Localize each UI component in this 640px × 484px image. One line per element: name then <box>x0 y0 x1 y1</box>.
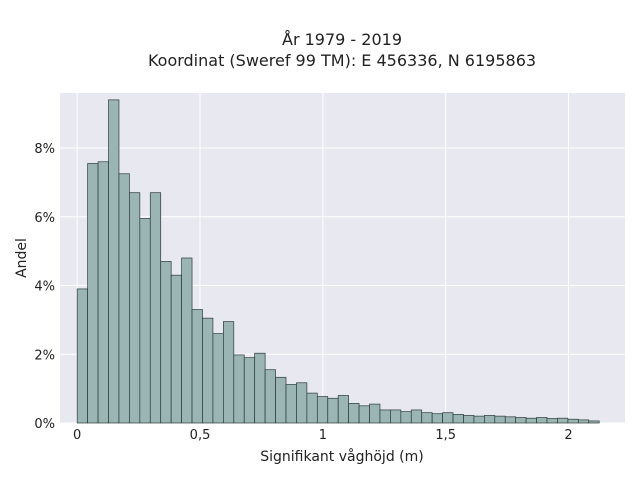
histogram-bar <box>431 413 443 424</box>
histogram-bar <box>515 417 527 424</box>
histogram-bar <box>212 333 224 424</box>
histogram-bar <box>452 414 464 424</box>
histogram-bar <box>484 415 496 424</box>
x-axis-label: Signifikant våghöjd (m) <box>260 448 423 465</box>
histogram-bar <box>181 257 193 424</box>
histogram-bar <box>588 420 600 424</box>
histogram-bar <box>369 403 381 424</box>
histogram-bar <box>275 376 287 424</box>
histogram-bar <box>316 396 329 424</box>
histogram-bar <box>254 352 266 424</box>
histogram-bar <box>473 415 485 424</box>
histogram-bar <box>577 419 590 424</box>
histogram-bar <box>97 161 109 424</box>
x-tick-label: 1 <box>319 428 327 443</box>
histogram-bar <box>170 274 182 424</box>
histogram-bar <box>348 403 360 424</box>
histogram-bar <box>306 392 318 424</box>
histogram-bar <box>139 218 151 424</box>
x-tick-label: 0 <box>73 428 81 443</box>
histogram-bar <box>118 173 130 424</box>
histogram-bar <box>504 416 517 424</box>
x-tick-label: 0,5 <box>190 428 211 443</box>
histogram-bar <box>379 409 391 424</box>
histogram-bars <box>76 99 600 424</box>
y-tick-label: 4% <box>34 280 55 295</box>
histogram-bar <box>494 415 506 424</box>
histogram-bar <box>76 288 88 424</box>
histogram-bar <box>525 417 537 424</box>
y-axis-label: Andel <box>14 238 30 278</box>
y-tick-label: 6% <box>34 211 55 226</box>
chart-title-line-2: Koordinat (Sweref 99 TM): E 456336, N 61… <box>148 51 536 70</box>
histogram-bar <box>390 409 402 424</box>
histogram-bar <box>327 397 339 424</box>
histogram-bar <box>536 417 548 424</box>
tick-labels: 0 0,5 1 1,5 2 0% 2% 4% 6% 8% <box>34 142 572 443</box>
histogram-bar <box>285 384 297 424</box>
histogram-bar <box>129 192 141 424</box>
histogram-bar <box>463 415 475 424</box>
histogram-bar <box>202 317 214 424</box>
y-tick-label: 0% <box>34 417 55 432</box>
histogram-bar <box>160 261 172 424</box>
histogram-bar <box>358 405 370 424</box>
histogram-bar <box>87 163 99 424</box>
y-tick-label: 8% <box>34 142 55 157</box>
histogram-bar <box>546 418 558 424</box>
x-tick-label: 2 <box>564 428 572 443</box>
histogram-bar <box>264 369 276 424</box>
histogram-bar <box>567 418 579 424</box>
histogram-bar <box>442 412 454 424</box>
histogram-bar <box>421 412 433 424</box>
chart-title-line-1: År 1979 - 2019 <box>282 30 402 49</box>
y-tick-label: 2% <box>34 348 55 363</box>
x-tick-label: 1,5 <box>435 428 456 443</box>
histogram-bar <box>296 382 308 424</box>
histogram-bar <box>337 395 349 424</box>
histogram-bar <box>233 354 245 424</box>
histogram-bar <box>149 192 162 424</box>
histogram-bar <box>410 409 423 424</box>
histogram-bar <box>191 309 203 424</box>
histogram-bar <box>557 417 569 424</box>
histogram-bar <box>400 411 412 424</box>
histogram-bar <box>108 99 120 424</box>
histogram-bar <box>243 357 256 424</box>
histogram-bar <box>223 321 235 424</box>
